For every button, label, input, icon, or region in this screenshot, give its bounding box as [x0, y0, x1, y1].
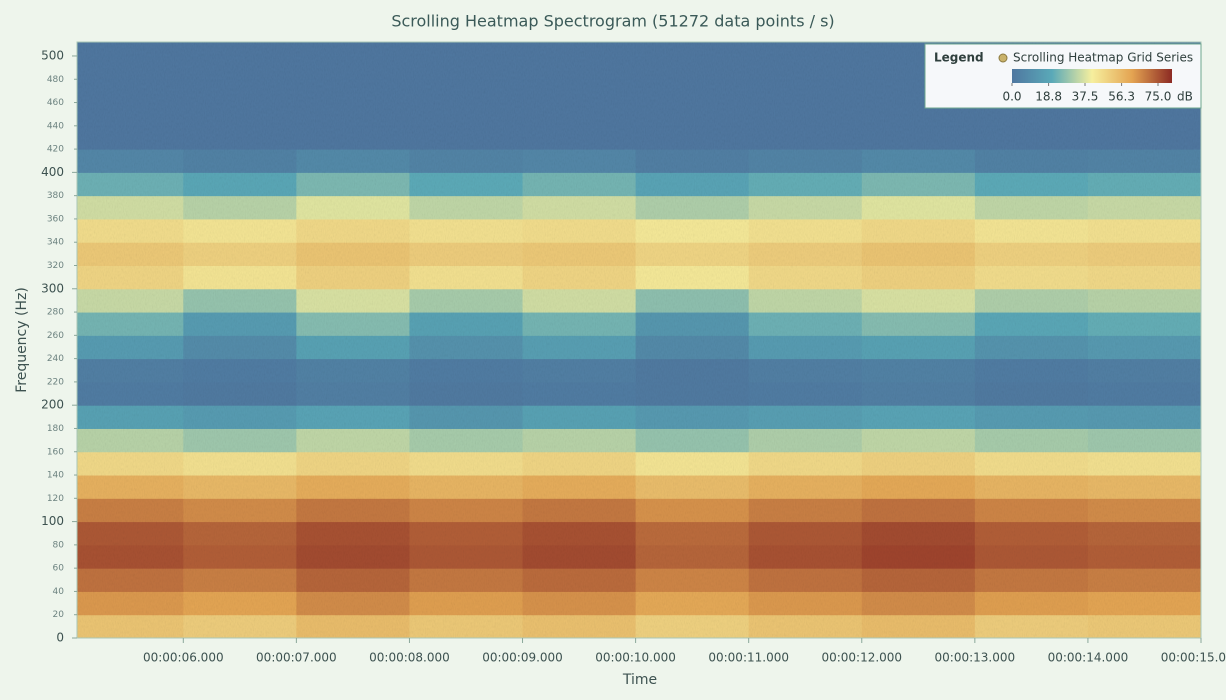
x-tick-label: 00:00:07.000 [256, 651, 337, 665]
x-tick-label: 00:00:13.000 [935, 651, 1016, 665]
texture [77, 42, 1201, 638]
axes: 0 20 40 60 80 100 120 140 160 180 200 220 240 260 280 3… [41, 48, 1226, 664]
chart-title: Scrolling Heatmap Spectrogram (51272 dat… [391, 12, 834, 31]
legend: Legend Scrolling Heatmap Grid Series dB … [924, 43, 1202, 109]
legend-series: Scrolling Heatmap Grid Series [1013, 51, 1193, 65]
y-tick-label: 0 [56, 631, 64, 645]
y-tick-label: 320 [47, 261, 64, 271]
y-tick-label: 20 [53, 610, 65, 620]
y-tick-label: 240 [47, 354, 64, 364]
colorbar-label: 0.0 [1002, 90, 1021, 104]
y-tick-label: 380 [47, 191, 64, 201]
y-tick-label: 280 [47, 308, 64, 318]
y-tick-label: 200 [41, 398, 64, 412]
x-tick-label: 00:00:15.000 [1161, 651, 1226, 665]
x-tick-label: 00:00:09.000 [482, 651, 563, 665]
y-tick-label: 400 [41, 165, 64, 179]
x-tick-label: 00:00:08.000 [369, 651, 450, 665]
y-tick-label: 140 [47, 471, 64, 481]
x-tick-label: 00:00:06.000 [143, 651, 224, 665]
y-tick-label: 300 [41, 281, 64, 295]
y-tick-label: 460 [47, 98, 64, 108]
y-tick-label: 80 [53, 540, 65, 550]
y-tick-label: 120 [47, 494, 64, 504]
y-tick-label: 220 [47, 377, 64, 387]
x-tick-label: 00:00:11.000 [708, 651, 789, 665]
y-tick-label: 440 [47, 121, 64, 131]
y-tick-label: 480 [47, 75, 64, 85]
y-axis-title: Frequency (Hz) [14, 287, 30, 393]
plot-border [76, 41, 1202, 639]
legend-title: Legend [934, 51, 984, 65]
x-tick-label: 00:00:14.000 [1048, 651, 1129, 665]
x-axis-title: Time [622, 672, 657, 688]
y-tick-label: 100 [41, 514, 64, 528]
y-tick-label: 500 [41, 48, 64, 62]
x-tick-label: 00:00:12.000 [821, 651, 902, 665]
y-tick-label: 360 [47, 214, 64, 224]
legend-unit: dB [1177, 90, 1193, 104]
y-tick-label: 40 [53, 587, 65, 597]
y-tick-label: 160 [47, 447, 64, 457]
colorbar-label: 37.5 [1072, 90, 1099, 104]
y-tick-label: 180 [47, 424, 64, 434]
y-tick-label: 420 [47, 145, 64, 155]
colorbar-label: 56.3 [1108, 90, 1135, 104]
y-tick-label: 340 [47, 238, 64, 248]
y-tick-label: 60 [53, 564, 65, 574]
colorbar-label: 18.8 [1035, 90, 1062, 104]
y-tick-label: 260 [47, 331, 64, 341]
legend-marker [998, 53, 1008, 63]
colorbar-label: 75.0 [1145, 90, 1172, 104]
x-tick-label: 00:00:10.000 [595, 651, 676, 665]
colorbar [1012, 69, 1172, 83]
